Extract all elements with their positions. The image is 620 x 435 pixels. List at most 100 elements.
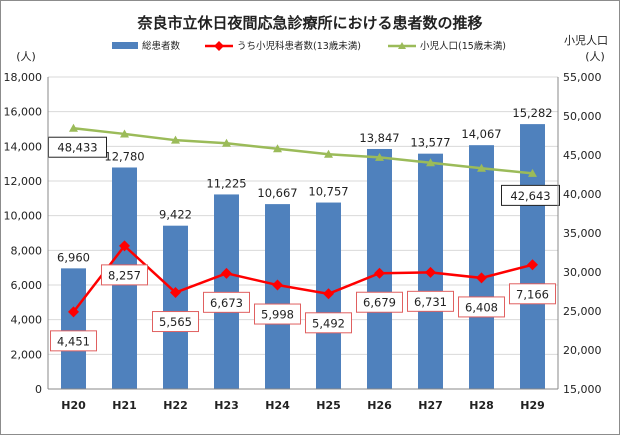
x-axis-ticks: H20 H21 H22 H23 H24 H25 H26 H27 H28 H29 [61,399,545,412]
left-tick-label: 18,000 [4,71,43,84]
left-tick-label: 4,000 [11,314,43,327]
pediatric-data-label: 4,451 [57,334,90,348]
population-label-box [501,184,560,206]
pediatric-data-label: 5,565 [159,315,192,329]
pediatric-point [476,272,487,284]
pediatric-data-label: 7,166 [516,287,549,301]
legend-pediatric-patients: うち小児科患者数(13歳未満) [237,40,361,52]
pediatric-label-box [305,312,352,334]
right-tick-label: 40,000 [563,188,602,201]
x-tick-label: H25 [316,399,341,412]
x-tick-label: H29 [520,399,545,412]
x-tick-label: H21 [112,399,137,412]
left-axis-ticks: 0 2,000 4,000 6,000 8,000 10,000 12,000 14,000 1… [4,71,43,396]
population-point [222,138,231,147]
pediatric-data-labels: 4,451 8,257 5,565 6,673 5,998 5,492 6,679 6,731… [50,264,556,352]
bar [214,194,239,389]
right-tick-label: 25,000 [563,305,602,318]
bar-data-label: 10,667 [257,186,297,200]
x-tick-label: H24 [265,399,290,412]
population-point [273,144,282,153]
pediatric-point [323,288,334,300]
right-axis-label: 小児人口 [564,34,608,47]
population-point [528,168,537,177]
pediatric-data-label: 6,673 [210,296,243,310]
pediatric-data-label: 6,408 [465,300,498,314]
left-tick-label: 6,000 [11,279,43,292]
left-tick-label: 10,000 [4,210,43,223]
bar-data-label: 13,847 [359,131,399,145]
bar [469,145,494,389]
population-point [324,149,333,158]
x-tick-label: H26 [367,399,392,412]
legend-bar-swatch [112,42,138,49]
legend-population-marker [398,42,406,49]
pediatric-label-box [50,330,97,352]
right-tick-label: 55,000 [563,71,602,84]
bar-data-label: 13,577 [410,136,450,150]
pediatric-label-box [407,290,454,312]
population-line-series [69,123,537,177]
left-tick-label: 12,000 [4,175,43,188]
x-tick-label: H23 [214,399,239,412]
left-tick-label: 0 [35,383,42,396]
pediatric-label-box [254,303,301,325]
bar-data-label: 12,780 [104,149,144,163]
pediatric-label-box [356,291,403,313]
bar-series [61,124,545,389]
pediatric-label-box [203,291,250,313]
left-tick-label: 2,000 [11,348,43,361]
right-tick-label: 15,000 [563,383,602,396]
pediatric-point [272,279,283,291]
pediatric-data-label: 8,257 [108,268,141,282]
legend-total-patients: 総患者数 [142,40,181,52]
pediatric-point [374,267,385,279]
bar-data-label: 11,225 [206,176,246,190]
right-axis-unit: (人) [585,50,605,63]
pediatric-label-box [509,283,556,305]
pediatric-data-label: 5,492 [312,316,345,330]
pediatric-point [425,266,436,278]
population-point [477,163,486,172]
chart-title: 奈良市立休日夜間応急診療所における患者数の推移 [136,14,482,32]
population-point [171,135,180,144]
x-tick-label: H28 [469,399,494,412]
legend-pediatric-marker [214,41,224,51]
bar-data-label: 15,282 [512,106,552,120]
pediatric-data-label: 6,679 [363,296,396,310]
legend: 総患者数 うち小児科患者数(13歳未満) 小児人口(15歳未満) [112,40,506,52]
right-tick-label: 30,000 [563,266,602,279]
pediatric-point [68,306,79,318]
pediatric-point [170,287,181,299]
population-data-label: 48,433 [57,141,97,155]
x-tick-label: H22 [163,399,188,412]
left-tick-label: 14,000 [4,140,43,153]
pediatric-line-series [68,240,538,318]
right-tick-label: 45,000 [563,149,602,162]
left-tick-label: 8,000 [11,244,43,257]
population-point [120,129,129,138]
population-data-labels: 48,433 42,643 [48,136,560,206]
pediatric-data-label: 6,731 [414,295,447,309]
right-tick-label: 35,000 [563,227,602,240]
pediatric-label-box [458,296,505,318]
population-line [73,126,533,175]
left-axis-unit: (人) [16,50,36,63]
right-axis-ticks: 15,000 20,000 25,000 30,000 35,000 40,000 45,0… [563,71,602,396]
pediatric-point [527,259,538,271]
population-point [426,158,435,167]
pediatric-label-box [152,311,199,333]
bar-data-labels: 6,960 12,780 9,422 11,225 10,667 10,757 13,847… [57,106,553,264]
bar [265,204,290,389]
x-tick-label: H20 [61,399,86,412]
legend-child-population: 小児人口(15歳未満) [420,40,506,52]
pediatric-data-label: 5,998 [261,308,294,322]
bar-data-label: 14,067 [461,127,501,141]
bar-data-label: 9,422 [159,208,192,222]
right-tick-label: 50,000 [563,110,602,123]
bar-data-label: 10,757 [308,185,348,199]
population-point [69,123,78,132]
pediatric-line [72,244,533,313]
x-tick-label: H27 [418,399,443,412]
